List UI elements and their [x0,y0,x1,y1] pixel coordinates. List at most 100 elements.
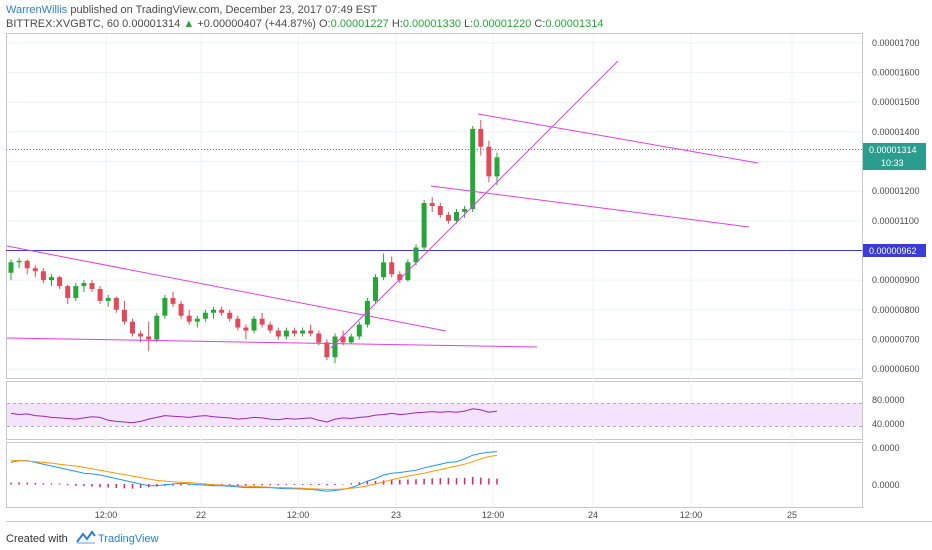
macd-level-zero: 0.0000 [872,480,900,490]
candle-down [24,260,30,269]
trend-line-descending[interactable] [6,245,447,332]
candle-down [65,286,71,298]
rsi-band [7,403,862,426]
price-axis[interactable]: 0.00001700 0.00001600 0.00001500 0.00001400… [872,38,920,374]
candle-up [283,330,289,337]
price-tick-label: 0.00000600 [872,364,920,374]
candle-down [437,206,443,215]
candle-down [227,312,233,319]
trend-line-ascending[interactable] [330,60,619,349]
rsi-series-line [10,408,498,424]
candle-down [121,309,127,322]
time-tick-label: 25 [787,510,797,520]
price-tick-label: 0.00001700 [872,38,920,48]
time-axis[interactable]: 12:00 22 12:00 23 12:00 24 12:00 25 [95,510,797,520]
panel-frames [6,33,863,508]
last-price-badge-countdown: 10:33 [881,158,904,168]
candle-down [219,309,225,313]
candle-up [105,297,111,301]
candle-up [8,262,14,273]
candle-down [308,330,314,334]
candle-down [97,289,103,301]
rsi-axis: 80.0000 40.0000 [872,395,905,429]
candle-down [275,330,281,337]
close-value: 0.00001314 [545,18,604,30]
price-tick-label: 0.00000800 [872,305,920,315]
macd-level-top: 0.0000 [872,443,900,453]
trend-lines[interactable] [6,60,759,349]
candle-down [40,271,46,281]
time-tick-label: 23 [391,510,401,520]
close-label: C: [534,18,546,30]
candle-down [186,315,192,322]
candle-up [470,128,476,209]
ohlc-legend: BITTREX:XVGBTC, 60 0.00001314 ▲ +0.00000… [6,17,604,31]
channel-line-upper[interactable] [477,113,759,164]
candle-up [494,157,500,177]
candle-up [202,312,208,319]
price-tick-label: 0.00001400 [872,127,920,137]
candle-down [178,303,184,316]
candle-up [300,330,306,334]
candle-down [389,262,395,275]
author-link[interactable]: WarrenWillis [6,4,68,16]
channel-line-lower[interactable] [430,185,750,228]
price-tick-label: 0.00000900 [872,275,920,285]
rsi-panel [6,381,863,440]
trend-line-support[interactable] [6,337,538,348]
candle-up [251,318,257,331]
tradingview-logo-icon [76,530,96,544]
candle-down [243,327,249,331]
candle-down [397,274,403,281]
candle-up [332,336,338,358]
candle-down [32,268,38,272]
time-tick-label: 12:00 [287,510,310,520]
low-value: 0.00001220 [473,18,532,30]
candle-up [81,283,87,287]
last-price-label: 0.00001314 [122,18,181,30]
up-arrow-icon: ▲ [183,18,195,30]
high-value: 0.00001330 [402,18,461,30]
candle-up [421,203,427,248]
tradingview-brand-link[interactable]: TradingView [98,533,159,545]
candle-up [348,336,354,343]
candle-up [162,297,168,316]
candle-up [364,300,370,325]
candle-down [445,214,451,221]
candle-down [146,336,152,340]
price-tick-label: 0.00001600 [872,68,920,78]
rsi-level-80: 80.0000 [872,395,905,405]
macd-panel [6,442,863,508]
signal-series-line [11,454,498,490]
candle-down [170,297,176,304]
open-label: O: [319,18,331,30]
candle-down [316,333,322,343]
candle-down [324,342,330,358]
candle-down [478,128,484,147]
candle-down [57,277,63,287]
candle-up [373,277,378,301]
open-value: 0.00001227 [330,18,389,30]
candle-down [429,203,435,206]
candle-down [113,297,119,310]
level-badge: 0.00000962 [863,244,926,257]
low-label: L: [464,18,474,30]
published-text: published on TradingView.com, December 2… [67,4,378,16]
price-tick-label: 0.00000700 [872,334,920,344]
candle-up [413,247,419,263]
candle-up [356,324,362,337]
time-tick-label: 12:00 [482,510,505,520]
price-tick-label: 0.00001500 [872,97,920,107]
main-panel [6,33,863,379]
candle-down [235,318,241,328]
candle-down [130,321,135,334]
candle-up [211,309,216,313]
candle-up [454,211,459,221]
time-tick-label: 12:00 [95,510,118,520]
candle-down [138,333,144,337]
macd-series-line [10,451,498,492]
high-label: H: [391,18,403,30]
symbol-label[interactable]: BITTREX:XVGBTC, 60 [6,18,120,30]
candle-up [73,286,79,298]
